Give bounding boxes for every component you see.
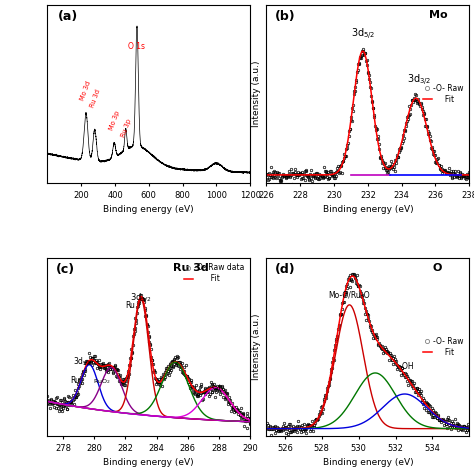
Text: Sat: Sat <box>210 384 222 393</box>
Text: RuO$_2$: RuO$_2$ <box>93 377 111 386</box>
Text: Mo 3d: Mo 3d <box>80 80 92 101</box>
X-axis label: Binding energy (eV): Binding energy (eV) <box>103 205 194 214</box>
Text: O: O <box>433 263 442 273</box>
Text: -OH: -OH <box>399 362 414 371</box>
Text: 3d$_{5/2}$: 3d$_{5/2}$ <box>351 27 375 43</box>
Text: O 1s: O 1s <box>128 42 146 51</box>
Text: (c): (c) <box>55 263 74 276</box>
Text: (b): (b) <box>274 10 295 23</box>
Text: Ru 3d: Ru 3d <box>89 88 101 108</box>
Text: Mo-O/Ru-O: Mo-O/Ru-O <box>328 291 370 300</box>
Text: Mo: Mo <box>428 10 447 20</box>
Text: 3d$_{5/2}$: 3d$_{5/2}$ <box>73 355 93 368</box>
Text: Ru 3d: Ru 3d <box>173 263 209 273</box>
Legend: -O- Raw,      Fit: -O- Raw, Fit <box>419 334 467 360</box>
Y-axis label: Intensity (a.u.): Intensity (a.u.) <box>252 314 261 380</box>
X-axis label: Binding energy (eV): Binding energy (eV) <box>322 458 413 467</box>
Legend: -O- Raw,      Fit: -O- Raw, Fit <box>419 81 467 107</box>
Text: 3d$_{3/2}$: 3d$_{3/2}$ <box>407 73 432 88</box>
Text: Ru: Ru <box>126 301 136 310</box>
Text: Ru 3p: Ru 3p <box>120 118 133 137</box>
X-axis label: Binding energy (eV): Binding energy (eV) <box>103 458 194 467</box>
Text: (d): (d) <box>274 263 295 276</box>
Legend: -O- Raw data,        Fit: -O- Raw data, Fit <box>181 260 248 287</box>
Y-axis label: Intensity (a.u.): Intensity (a.u.) <box>252 61 261 127</box>
Text: (a): (a) <box>57 10 78 23</box>
Text: Mo 3p: Mo 3p <box>109 109 121 131</box>
Text: C-C: C-C <box>169 361 182 370</box>
X-axis label: Binding energy (eV): Binding energy (eV) <box>322 205 413 214</box>
Text: 3d$_{3/2}$: 3d$_{3/2}$ <box>130 292 152 304</box>
Text: Ru: Ru <box>71 376 81 385</box>
